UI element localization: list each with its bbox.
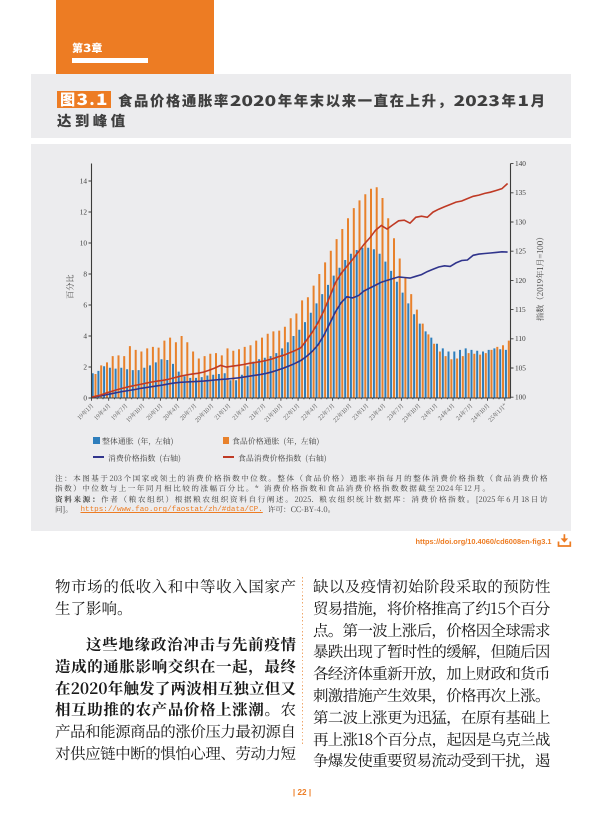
svg-text:10: 10 — [80, 238, 88, 247]
svg-text:100: 100 — [515, 393, 526, 402]
svg-text:4: 4 — [83, 331, 87, 340]
svg-text:130: 130 — [515, 217, 526, 226]
svg-text:6: 6 — [83, 300, 87, 309]
svg-text:135: 135 — [515, 188, 526, 197]
svg-text:125: 125 — [515, 247, 526, 256]
svg-text:12: 12 — [80, 207, 88, 216]
svg-text:105: 105 — [515, 363, 526, 372]
svg-text:0: 0 — [83, 393, 87, 402]
svg-text:120: 120 — [515, 276, 526, 285]
svg-text:2: 2 — [83, 362, 87, 371]
svg-text:14: 14 — [80, 176, 88, 185]
svg-text:110: 110 — [515, 334, 526, 343]
svg-text:140: 140 — [515, 159, 526, 168]
svg-text:115: 115 — [515, 305, 526, 314]
svg-text:8: 8 — [83, 269, 87, 278]
